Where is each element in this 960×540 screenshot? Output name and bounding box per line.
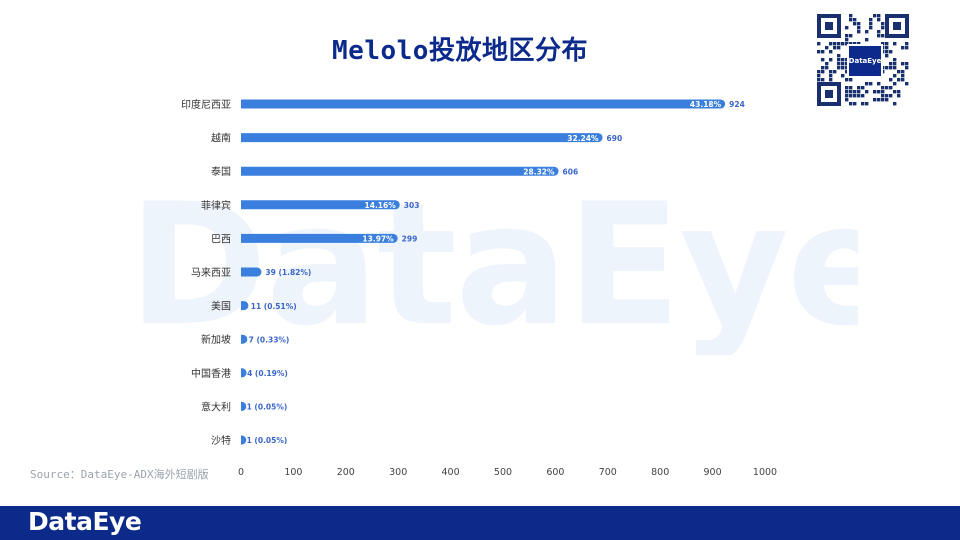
qr-code-icon: DataEye: [817, 14, 909, 106]
x-tick-label: 900: [704, 467, 722, 478]
category-label: 巴西: [211, 233, 231, 245]
x-tick-label: 300: [389, 467, 407, 478]
category-label: 意大利: [201, 400, 231, 413]
x-tick-label: 1000: [753, 467, 777, 478]
x-tick-label: 0: [238, 467, 244, 478]
percent-label: 28.32%: [523, 167, 555, 176]
value-label: 299: [402, 235, 418, 244]
percent-label: 13.97%: [362, 235, 394, 244]
bar: [241, 133, 603, 143]
category-label: 美国: [211, 300, 231, 313]
qr-logo-badge: DataEye: [847, 44, 883, 78]
value-label: 924: [729, 100, 745, 109]
value-label: 1 (0.05%): [247, 436, 288, 445]
x-tick-label: 500: [494, 467, 512, 478]
value-label: 4 (0.19%): [247, 369, 288, 378]
category-label: 马来西亚: [191, 267, 231, 279]
bar: [241, 401, 247, 411]
value-label: 11 (0.51%): [251, 302, 297, 311]
value-label: 303: [404, 201, 420, 210]
page-title: Melolo投放地区分布: [332, 36, 588, 66]
category-label: 沙特: [211, 435, 231, 447]
category-label: 泰国: [211, 165, 231, 178]
bar: [241, 267, 262, 277]
percent-label: 32.24%: [567, 134, 599, 143]
category-label: 越南: [211, 132, 231, 145]
percent-label: 14.16%: [365, 201, 397, 210]
category-label: 菲律宾: [201, 199, 231, 212]
x-tick-label: 700: [599, 467, 617, 478]
category-label: 中国香港: [191, 367, 231, 380]
bar: [241, 334, 248, 344]
bar: [241, 301, 249, 311]
value-label: 7 (0.33%): [249, 335, 290, 344]
footer-bar: DataEye: [0, 506, 960, 540]
bar-chart: 印度尼西亚 43.18% 924 越南 32.24% 690 泰国 28.32% 606 菲律宾 1…: [181, 98, 777, 478]
category-label: 印度尼西亚: [181, 98, 231, 111]
percent-label: 43.18%: [690, 100, 722, 109]
value-label: 690: [607, 134, 623, 143]
x-tick-label: 100: [284, 467, 302, 478]
x-tick-label: 600: [546, 467, 564, 478]
value-label: 39 (1.82%): [265, 268, 311, 277]
source-note: Source：DataEye-ADX海外短剧版: [30, 468, 209, 481]
category-label: 新加坡: [201, 333, 231, 346]
bar: [241, 200, 400, 210]
bar: [241, 435, 247, 445]
x-tick-label: 400: [442, 467, 460, 478]
x-tick-label: 200: [337, 467, 355, 478]
value-label: 1 (0.05%): [247, 403, 288, 412]
bar: [241, 166, 559, 176]
bar: [241, 99, 726, 109]
bar: [241, 233, 398, 243]
footer-logo: DataEye: [28, 507, 142, 536]
x-tick-label: 800: [651, 467, 669, 478]
bar: [241, 368, 247, 378]
value-label: 606: [563, 167, 579, 176]
